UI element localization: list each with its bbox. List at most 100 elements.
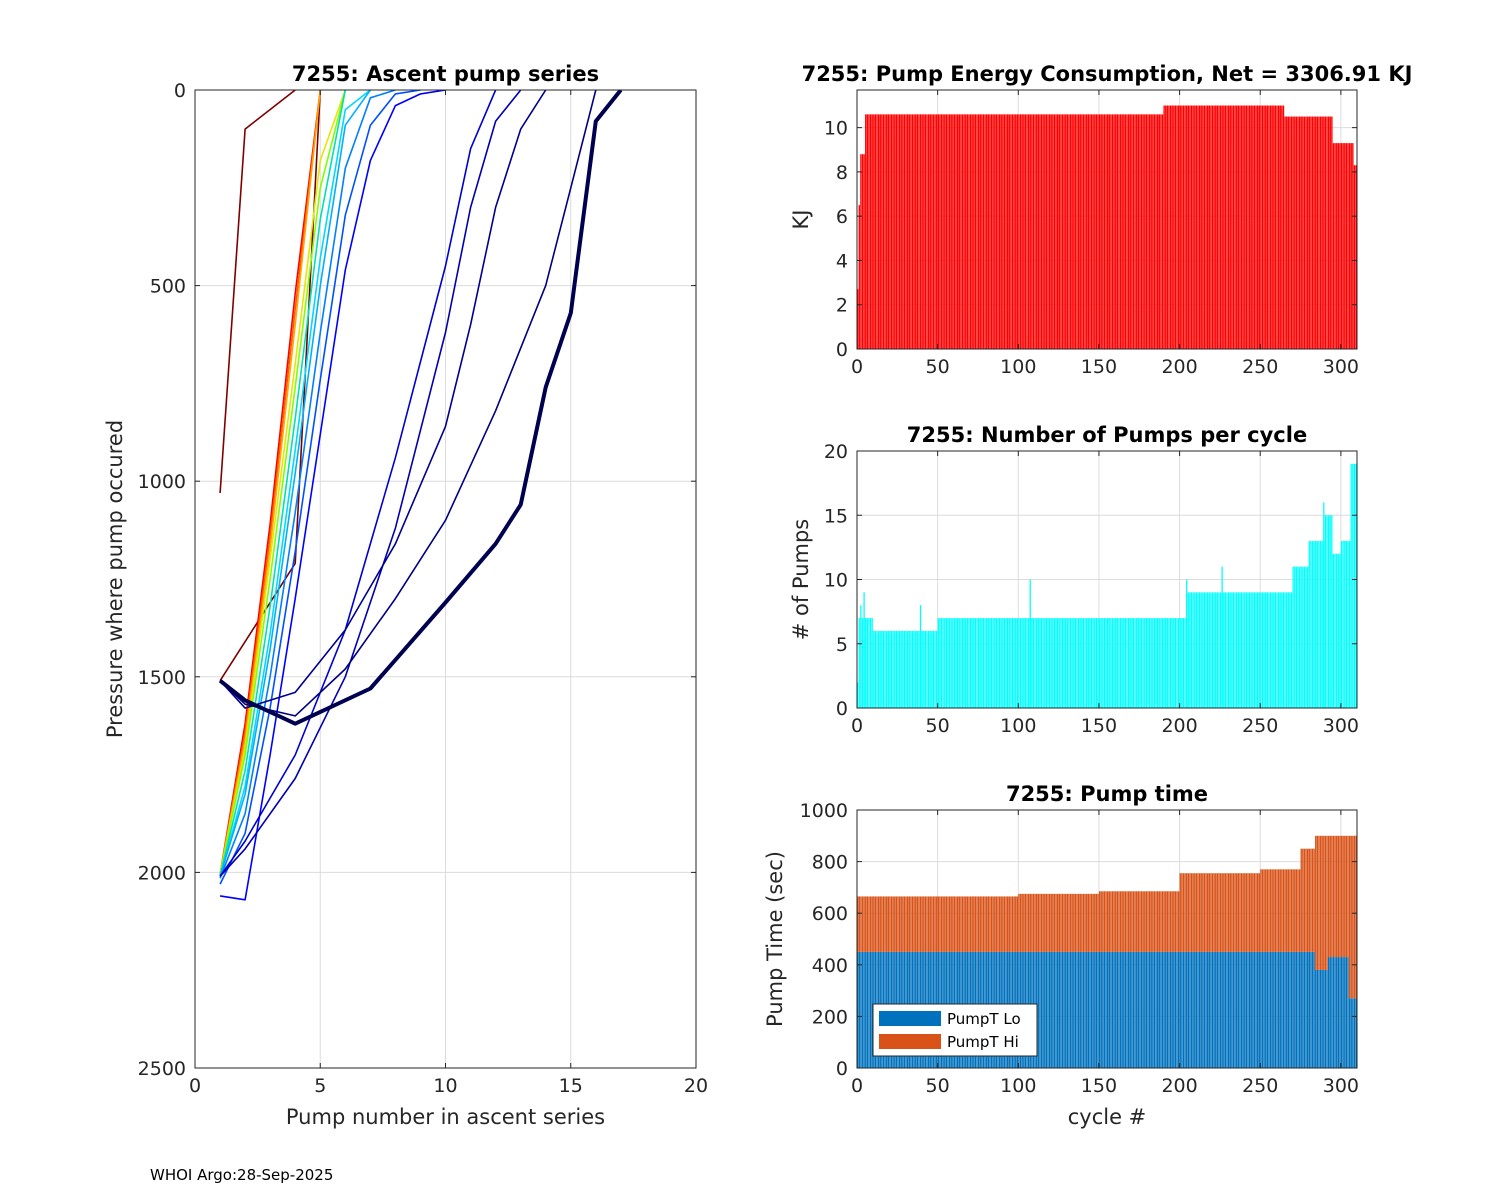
energy-bar	[876, 114, 878, 349]
pumpt-hi-bar	[913, 896, 915, 952]
pumpt-hi-bar	[1189, 873, 1191, 952]
pumpt-lo-bar	[1334, 957, 1336, 1068]
pumps-bar	[1300, 566, 1302, 708]
pumpt-lo-bar	[1313, 951, 1315, 1068]
pumps-bar	[1215, 592, 1217, 708]
energy-bar	[913, 114, 915, 349]
y-tick-label: 1000	[138, 471, 186, 493]
pumpt-hi-bar	[998, 896, 1001, 952]
pumps-bar	[1240, 592, 1243, 708]
energy-bar	[1194, 105, 1196, 349]
pumpt-hi-bar	[994, 896, 996, 952]
pumpt-hi-bar	[966, 896, 969, 952]
pumps-bar	[974, 618, 977, 708]
energy-bar	[1126, 114, 1128, 349]
pumps-bar	[1319, 540, 1322, 708]
pumps-bar	[1176, 618, 1178, 708]
pumps-bar	[1094, 618, 1096, 708]
energy-bar	[940, 114, 943, 349]
pumpt-lo-bar	[1103, 951, 1106, 1068]
pumpt-hi-bar	[1255, 873, 1257, 952]
pumpt-hi-bar	[1036, 893, 1038, 952]
pumpt-hi-bar	[873, 896, 875, 952]
pumpt-hi-bar	[1221, 873, 1223, 952]
pumpt-hi-bar	[1329, 835, 1331, 958]
pumps-bar	[1066, 618, 1068, 708]
pumpt-lo-bar	[1147, 951, 1149, 1068]
pumpt-hi-bar	[1157, 891, 1159, 952]
pumps-bar	[1307, 566, 1309, 708]
pumps-bar	[1173, 618, 1175, 708]
pumps-bar	[900, 630, 902, 708]
pumpt-hi-bar	[936, 896, 938, 952]
pumpt-hi-bar	[1016, 896, 1019, 952]
pumpt-lo-bar	[858, 951, 860, 1068]
y-tick-label: 200	[812, 1006, 848, 1028]
pumpt-lo-bar	[1055, 951, 1057, 1068]
pumpt-lo-bar	[1142, 951, 1144, 1068]
energy-bar	[1160, 114, 1162, 349]
pumps-bar	[1347, 540, 1349, 708]
energy-bar	[1040, 114, 1043, 349]
pumpt-lo-bar	[1292, 951, 1294, 1068]
energy-bar	[1150, 114, 1152, 349]
pumpt-lo-bar	[1347, 957, 1349, 1068]
energy-bar	[898, 114, 901, 349]
energy-bar	[1347, 143, 1349, 349]
energy-bar	[1277, 105, 1280, 349]
energy-bar	[1181, 105, 1183, 349]
pumpt-hi-bar	[916, 896, 919, 952]
pumpt-hi-bar	[1063, 893, 1065, 952]
pumpt-hi-bar	[981, 896, 983, 952]
energy-bar	[1326, 116, 1328, 349]
energy-bar	[1250, 105, 1252, 349]
energy-bar	[966, 114, 969, 349]
pumpt-hi-bar	[1331, 835, 1333, 958]
pumpt-hi-bar	[924, 896, 927, 952]
pumpt-lo-bar	[1286, 951, 1288, 1068]
x-axis-label: Pump number in ascent series	[286, 1105, 605, 1129]
pumps-bar	[1027, 618, 1030, 708]
pumpt-lo-bar	[1223, 951, 1225, 1068]
pumpt-lo-bar	[1337, 957, 1340, 1068]
pumps-bar	[1189, 592, 1191, 708]
pumpt-lo-bar	[1340, 957, 1343, 1068]
energy-bar	[1127, 114, 1130, 349]
pumps-bar	[1326, 515, 1328, 708]
ascent-series-line	[219, 90, 421, 885]
pumps-bar	[1247, 592, 1249, 708]
energy-bar	[1294, 116, 1296, 349]
energy-bar	[1255, 105, 1257, 349]
y-axis-label: KJ	[789, 210, 813, 230]
energy-bar	[995, 114, 998, 349]
pumps-bar	[989, 618, 991, 708]
pumpt-hi-bar	[1161, 891, 1164, 952]
pumps-bar	[1187, 592, 1189, 708]
pumpt-hi-bar	[1166, 891, 1169, 952]
x-tick-label: 5	[314, 1075, 326, 1097]
pumps-bar	[1161, 618, 1164, 708]
pumpt-hi-bar	[927, 896, 930, 952]
pumpt-lo-bar	[1165, 951, 1167, 1068]
energy-bar	[994, 114, 996, 349]
pumpt-lo-bar	[868, 951, 870, 1068]
pumpt-hi-bar	[1353, 835, 1356, 999]
pumpt-hi-bar	[1181, 873, 1183, 952]
pumpt-hi-bar	[1071, 893, 1073, 952]
y-tick-label: 500	[150, 276, 186, 298]
pumpt-hi-bar	[1198, 873, 1201, 952]
pumpt-hi-bar	[1261, 869, 1264, 952]
pumpt-hi-bar	[1203, 873, 1206, 952]
y-tick-label: 10	[824, 570, 848, 592]
energy-bar	[1269, 105, 1272, 349]
x-tick-label: 0	[189, 1075, 201, 1097]
pumps-bar	[1340, 540, 1343, 708]
energy-bar	[947, 114, 949, 349]
energy-bar	[903, 114, 906, 349]
pumps-bar	[1118, 618, 1120, 708]
pumpt-hi-bar	[1173, 891, 1175, 952]
pumpt-hi-bar	[1115, 891, 1117, 952]
y-tick-label: 5	[836, 634, 848, 656]
pumpt-hi-bar	[1232, 873, 1235, 952]
pumpt-hi-bar	[1055, 893, 1057, 952]
